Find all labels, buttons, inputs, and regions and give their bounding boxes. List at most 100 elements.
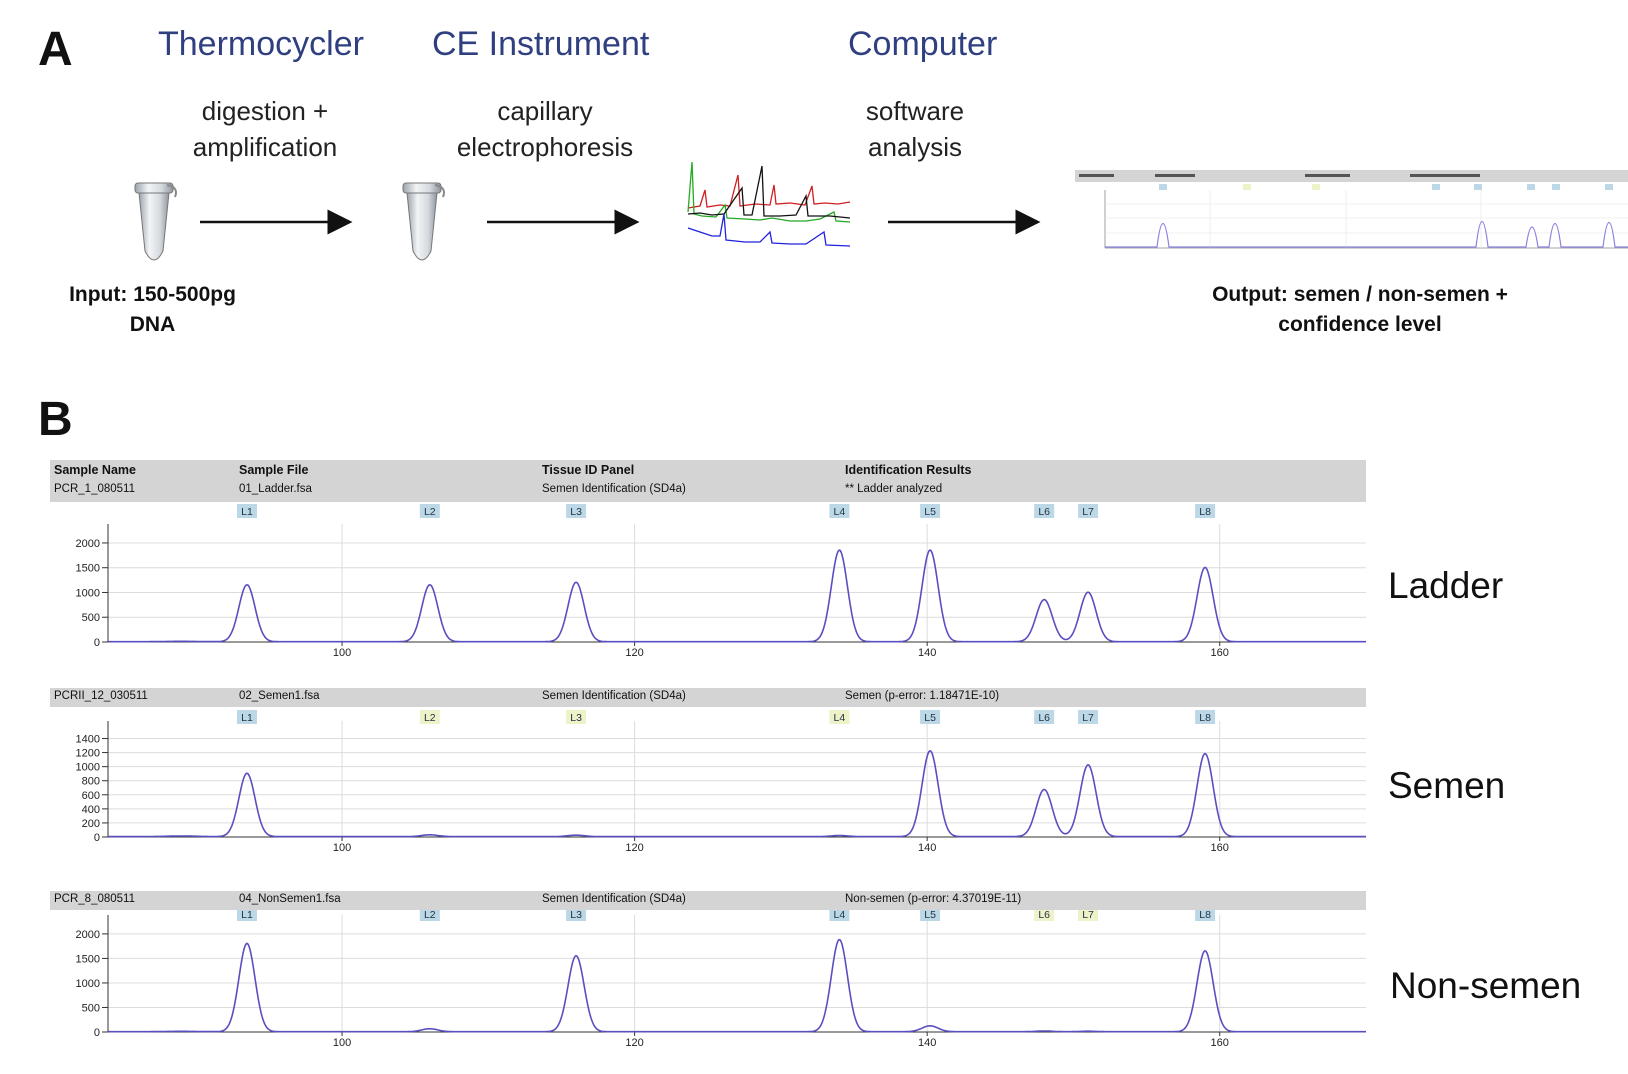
marker-box: [829, 910, 850, 921]
step-line: digestion +: [201, 96, 329, 126]
marker-box: [920, 910, 941, 921]
marker-box: [1078, 504, 1099, 518]
sample-file: 02_Semen1.fsa: [239, 690, 320, 702]
marker-label: L2: [424, 712, 436, 724]
marker-box: [236, 710, 257, 724]
y-tick-label: 1500: [76, 953, 100, 965]
tissue-panel: Semen Identification (SD4a): [542, 483, 686, 495]
header-sample-name: Sample Name: [54, 463, 136, 477]
step-software-analysis: software analysis: [825, 93, 1005, 165]
step-line: capillary: [497, 96, 593, 126]
y-tick-label: 1000: [76, 978, 100, 990]
step-digestion-amplification: digestion + amplification: [155, 93, 375, 165]
y-tick-label: 0: [94, 637, 100, 649]
x-tick-label: 140: [918, 1037, 936, 1049]
x-tick-label: 120: [625, 842, 643, 854]
step-line: electrophoresis: [456, 132, 634, 162]
marker-box: [920, 710, 941, 724]
y-tick-label: 500: [82, 1002, 100, 1014]
marker-label: L4: [834, 712, 846, 724]
y-tick-label: 400: [82, 804, 100, 816]
sample-file: 01_Ladder.fsa: [239, 483, 312, 495]
marker-box: [1078, 710, 1099, 724]
y-tick-label: 0: [94, 1027, 100, 1039]
sample-header-semen: PCRII_12_030511 02_Semen1.fsa Semen Iden…: [50, 688, 1366, 707]
tissue-panel: Semen Identification (SD4a): [542, 690, 686, 702]
signal-trace: [108, 549, 1366, 643]
tube-icon: [134, 182, 177, 261]
y-tick-label: 2000: [76, 538, 100, 550]
tube-icon: [402, 182, 445, 261]
marker-label: L8: [1199, 506, 1211, 518]
electropherogram-semen: 0 200 400 600 800 1000 1200 1400 100 120 140 160 L1 L…: [76, 710, 1366, 854]
header-identification-results: Identification Results: [845, 463, 972, 477]
x-tick-label: 120: [625, 1037, 643, 1049]
x-tick-label: 140: [918, 842, 936, 854]
electropherogram-non-semen: 0 500 1000 1500 2000 100 120 140 160 L1 L2 L3 L4 L5 L6…: [76, 910, 1366, 1049]
y-tick-label: 1000: [76, 762, 100, 774]
identification-result: Non-semen (p-error: 4.37019E-11): [845, 893, 1022, 905]
panel-b-letter: B: [38, 393, 73, 446]
output-line: Output: semen / non-semen +: [1212, 283, 1508, 306]
output-line: confidence level: [1278, 313, 1442, 336]
marker-label: L6: [1038, 910, 1050, 921]
y-tick-label: 500: [82, 612, 100, 624]
input-line: DNA: [129, 313, 176, 336]
marker-label: L1: [241, 712, 253, 724]
y-tick-label: 1000: [76, 587, 100, 599]
marker-label: L6: [1038, 712, 1050, 724]
marker-label: L4: [834, 910, 846, 921]
marker-box: [236, 504, 257, 518]
workflow-graphics: [134, 161, 1628, 261]
marker-label: L5: [924, 910, 936, 921]
sample-file: 04_NonSemen1.fsa: [239, 893, 341, 905]
y-tick-label: 600: [82, 790, 100, 802]
identification-result: Semen (p-error: 1.18471E-10): [845, 690, 1000, 702]
marker-box: [1195, 910, 1216, 921]
electropherogram-ladder: 0 500 1000 1500 2000 100 120 140 160 L1 L2 L3 L4 L5 L6…: [76, 504, 1366, 659]
stage-ce-instrument: CE Instrument: [432, 25, 650, 63]
y-tick-label: 1400: [76, 734, 100, 746]
y-tick-label: 2000: [76, 929, 100, 941]
marker-label: L8: [1199, 712, 1211, 724]
input-label: Input: 150-500pg DNA: [45, 280, 260, 340]
marker-label: L5: [924, 712, 936, 724]
step-line: software: [865, 96, 965, 126]
marker-label: L7: [1082, 712, 1094, 724]
marker-label: L6: [1038, 506, 1050, 518]
marker-box: [829, 504, 850, 518]
signal-trace: [108, 938, 1366, 1033]
marker-box: [1034, 710, 1055, 724]
x-tick-label: 100: [333, 647, 351, 659]
step-line: analysis: [868, 132, 962, 162]
step-capillary-electrophoresis: capillary electrophoresis: [430, 93, 660, 165]
y-tick-label: 1500: [76, 563, 100, 575]
marker-label: L1: [241, 506, 253, 518]
marker-label: L3: [570, 506, 582, 518]
x-tick-label: 100: [333, 1037, 351, 1049]
marker-label: L3: [570, 910, 582, 921]
x-tick-label: 160: [1211, 842, 1229, 854]
marker-box: [419, 910, 440, 921]
signal-trace: [108, 749, 1366, 838]
marker-label: L1: [241, 910, 253, 921]
marker-box: [419, 710, 440, 724]
marker-box: [1195, 504, 1216, 518]
stage-thermocycler: Thermocycler: [158, 25, 364, 63]
marker-box: [419, 504, 440, 518]
marker-label: L8: [1199, 910, 1211, 921]
sample-name: PCR_8_080511: [54, 893, 135, 905]
marker-label: L2: [424, 910, 436, 921]
x-tick-label: 120: [625, 647, 643, 659]
identification-result: ** Ladder analyzed: [845, 483, 943, 495]
marker-box: [920, 504, 941, 518]
marker-label: L2: [424, 506, 436, 518]
marker-box: [1078, 910, 1099, 921]
y-tick-label: 800: [82, 776, 100, 788]
step-line: amplification: [192, 132, 338, 162]
tissue-panel: Semen Identification (SD4a): [542, 893, 686, 905]
x-tick-label: 100: [333, 842, 351, 854]
marker-box: [1195, 710, 1216, 724]
marker-label: L7: [1082, 506, 1094, 518]
marker-label: L3: [570, 712, 582, 724]
